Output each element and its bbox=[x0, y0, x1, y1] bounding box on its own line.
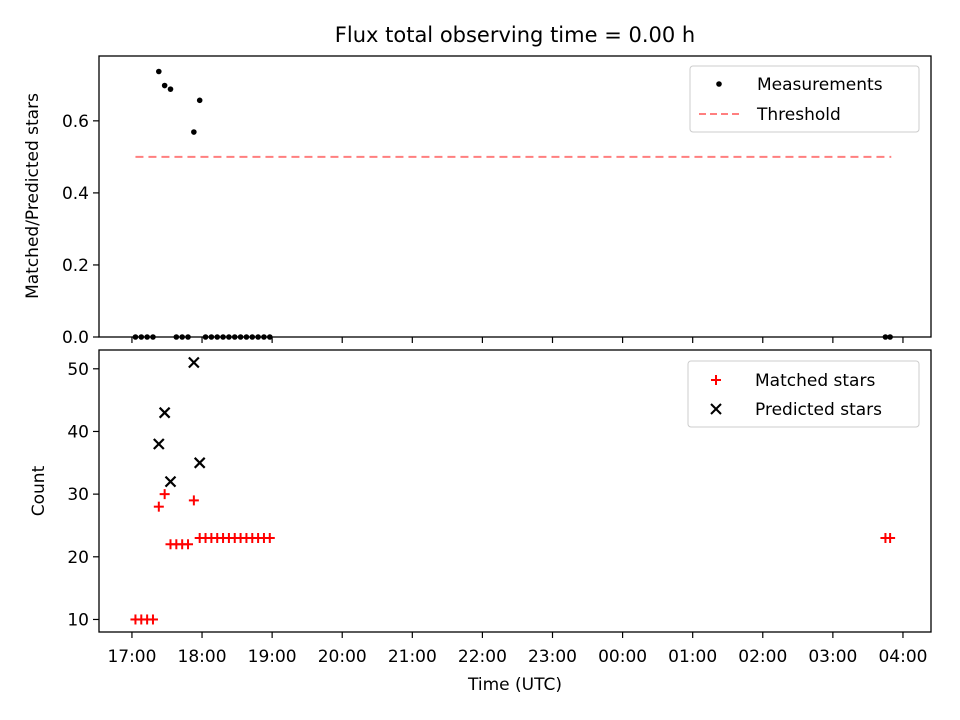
bottom-x-axis-label: Time (UTC) bbox=[467, 675, 562, 695]
legend-measurements-marker bbox=[716, 81, 722, 87]
top-y-tick-label: 0.6 bbox=[62, 112, 89, 132]
top-y-tick-label: 0.4 bbox=[62, 184, 89, 204]
predicted-star-point bbox=[193, 457, 206, 469]
matched-star-point bbox=[153, 501, 164, 512]
legend-threshold-label: Threshold bbox=[756, 105, 841, 125]
bottom-plot-frame bbox=[98, 349, 932, 633]
bottom-panel: 10 20 30 40 50 17:00 18:00 19:00 20:00 21:00 22:0… bbox=[29, 349, 932, 695]
matched-star-point bbox=[264, 533, 275, 543]
x-tick-label: 23:00 bbox=[528, 647, 577, 667]
top-legend-box bbox=[689, 65, 920, 133]
legend-matched-marker bbox=[711, 375, 721, 385]
x-tick-label: 19:00 bbox=[248, 647, 297, 667]
x-tick-label: 00:00 bbox=[598, 647, 647, 667]
measurement-point bbox=[191, 129, 197, 135]
predicted-star-point bbox=[188, 356, 200, 369]
bottom-marks bbox=[130, 356, 896, 625]
bottom-y-tick-label: 30 bbox=[67, 485, 89, 505]
x-tick-label: 21:00 bbox=[388, 647, 437, 667]
matched-star-point bbox=[188, 495, 199, 506]
predicted-star-point bbox=[158, 406, 171, 419]
bottom-legend-box bbox=[687, 360, 920, 428]
legend-predicted-label: Predicted stars bbox=[755, 400, 882, 420]
top-plot-frame bbox=[98, 55, 932, 338]
measurement-point bbox=[156, 68, 162, 75]
matched-star-point bbox=[147, 614, 158, 625]
bottom-y-ticks: 10 20 30 40 50 bbox=[67, 360, 99, 630]
top-legend: Measurements Threshold bbox=[689, 65, 920, 133]
top-y-tick-label: 0.0 bbox=[62, 328, 89, 348]
matched-star-point bbox=[183, 539, 194, 550]
top-y-tick-label: 0.2 bbox=[62, 256, 89, 276]
legend-predicted-marker bbox=[710, 403, 722, 415]
measurement-point bbox=[196, 97, 203, 104]
top-y-ticks: 0.0 0.2 0.4 0.6 bbox=[62, 112, 99, 348]
legend-matched-label: Matched stars bbox=[755, 371, 875, 391]
measurement-point bbox=[167, 86, 174, 92]
x-tick-label: 18:00 bbox=[178, 647, 227, 667]
bottom-y-tick-label: 20 bbox=[67, 548, 89, 568]
x-tick-label: 22:00 bbox=[458, 647, 507, 667]
x-tick-label: 01:00 bbox=[668, 647, 717, 667]
top-panel: 0.0 0.2 0.4 0.6 Matched/Predicted stars Mea… bbox=[23, 55, 932, 348]
measurement-point bbox=[161, 82, 168, 89]
matched-star-point bbox=[159, 489, 170, 500]
x-tick-label: 17:00 bbox=[107, 647, 156, 667]
matched-star-point bbox=[885, 533, 896, 543]
bottom-y-axis-label: Count bbox=[29, 465, 49, 516]
bottom-y-tick-label: 40 bbox=[67, 422, 89, 442]
figure-title: Flux total observing time = 0.00 h bbox=[335, 23, 695, 47]
x-tick-label: 03:00 bbox=[808, 647, 857, 667]
x-tick-label: 20:00 bbox=[318, 647, 367, 667]
bottom-y-tick-label: 50 bbox=[67, 360, 89, 380]
bottom-y-tick-label: 10 bbox=[67, 610, 89, 630]
x-tick-label: 02:00 bbox=[738, 647, 787, 667]
bottom-x-ticks: 17:00 18:00 19:00 20:00 21:00 22:00 23:00 00:00… bbox=[107, 632, 927, 667]
top-x-ticks bbox=[131, 337, 904, 343]
x-tick-label: 04:00 bbox=[878, 647, 927, 667]
legend-measurements-label: Measurements bbox=[757, 75, 883, 95]
top-y-axis-label: Matched/Predicted stars bbox=[23, 93, 43, 299]
predicted-star-point bbox=[153, 438, 165, 450]
predicted-star-point bbox=[164, 475, 177, 488]
bottom-legend: Matched stars Predicted stars bbox=[687, 360, 920, 428]
